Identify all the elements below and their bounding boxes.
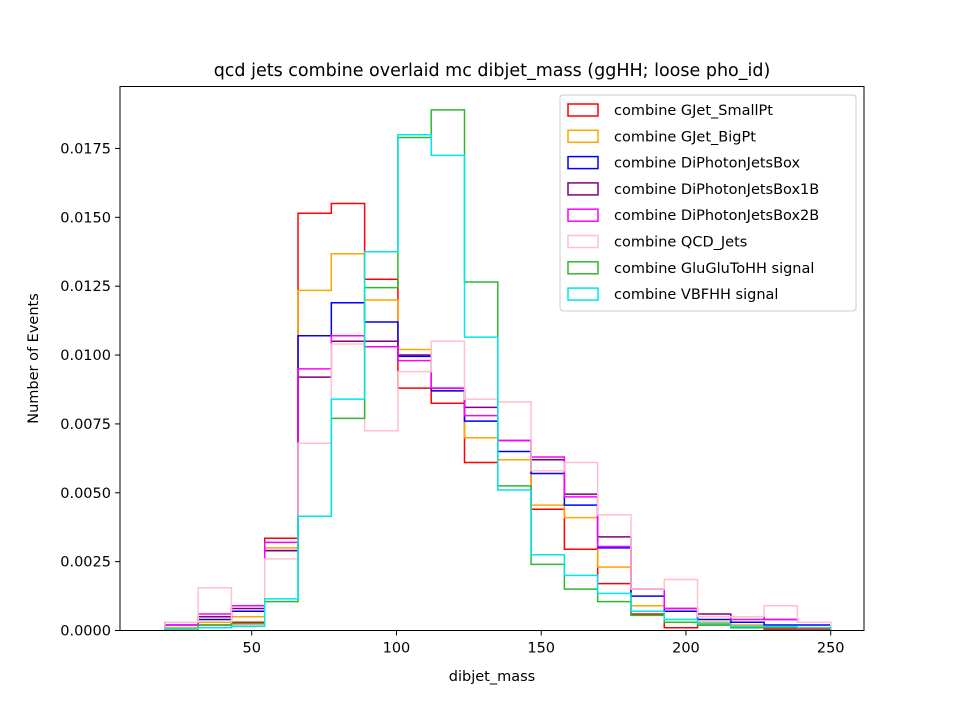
x-tick-label: 250 <box>817 641 845 657</box>
x-tick-label: 200 <box>672 641 700 657</box>
legend-label-6: combine QCD_Jets <box>614 235 747 251</box>
series-layer <box>164 109 832 631</box>
legend-swatch-5 <box>567 208 599 222</box>
y-tick-label: 0.0025 <box>60 555 111 571</box>
legend-swatch-8 <box>567 287 599 301</box>
legend-label-5: combine DiPhotonJetsBox2B <box>614 208 819 224</box>
legend-swatch-3 <box>567 155 599 170</box>
x-axis: 50 100 150 200 250 <box>242 630 845 657</box>
chart-title: qcd jets combine overlaid mc dibjet_mass… <box>214 61 771 81</box>
x-axis-label: dibjet_mass <box>449 669 535 685</box>
legend-label-8: combine VBFHH signal <box>614 287 778 303</box>
x-tick-label: 150 <box>527 641 555 657</box>
y-tick-label: 0.0150 <box>60 210 111 226</box>
legend-label-2: combine GJet_BigPt <box>614 129 756 145</box>
legend-label-4: combine DiPhotonJetsBox1B <box>614 182 819 198</box>
y-tick-label: 0.0075 <box>60 417 111 433</box>
legend-label-3: combine DiPhotonJetsBox <box>614 156 800 172</box>
legend-label-1: combine GJet_SmallPt <box>614 103 773 119</box>
y-tick-label: 0.0125 <box>60 279 111 295</box>
legend-box <box>559 94 857 312</box>
series-line-8 <box>164 133 832 631</box>
legend-label-7: combine GluGluToHH signal <box>614 261 814 277</box>
legend-swatch-1 <box>567 103 599 117</box>
legend-swatch-6 <box>567 234 599 249</box>
plot-frame <box>119 86 865 631</box>
y-axis: 0.0000 0.0025 0.0050 0.0075 0.0100 0.0125 0.01… <box>60 141 120 640</box>
x-tick-label: 50 <box>242 641 260 657</box>
y-tick-label: 0.0100 <box>60 348 111 364</box>
y-axis-label: Number of Events <box>26 293 42 424</box>
y-tick-label: 0.0000 <box>60 624 111 640</box>
x-tick-label: 100 <box>383 641 411 657</box>
y-tick-label: 0.0050 <box>60 486 111 502</box>
legend-swatch-7 <box>567 261 599 275</box>
y-tick-label: 0.0175 <box>60 141 111 157</box>
legend-swatch-2 <box>567 129 599 144</box>
legend-swatch-4 <box>567 182 599 196</box>
